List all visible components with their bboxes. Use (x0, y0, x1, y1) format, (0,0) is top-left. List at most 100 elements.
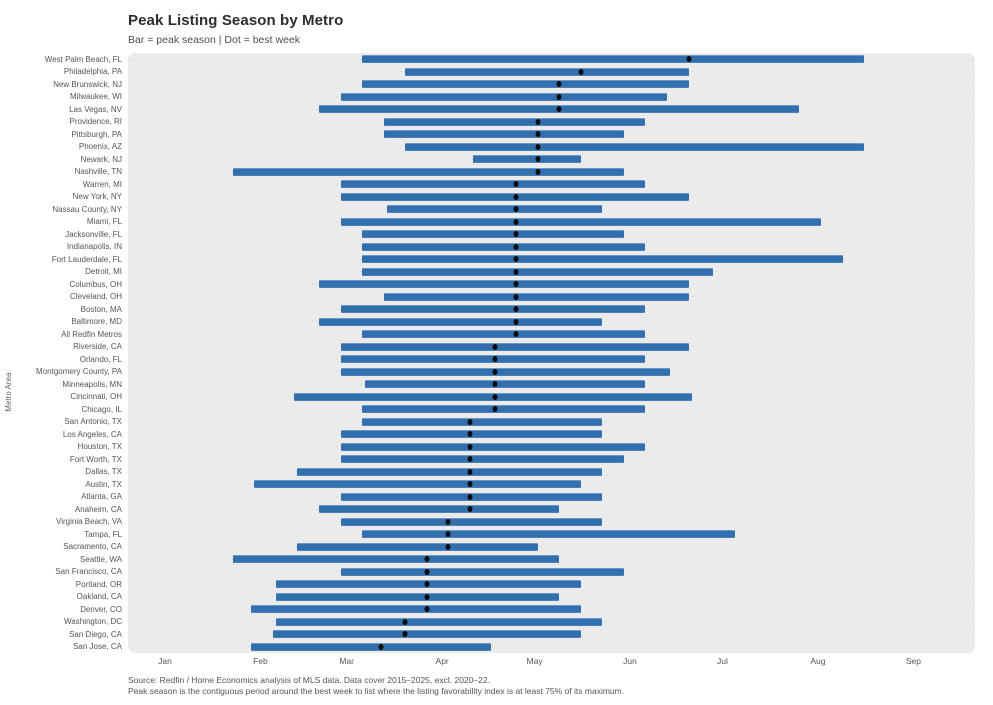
metro-label: West Palm Beach, FL (44, 54, 122, 64)
season-bar (362, 530, 735, 539)
metro-label: Pittsburgh, PA (71, 129, 122, 139)
best-week-dot (445, 518, 451, 525)
metro-label: Miami, FL (86, 217, 122, 227)
season-bar (362, 230, 624, 239)
metro-label: Fort Lauderdale, FL (51, 254, 122, 264)
best-week-dot (467, 431, 473, 438)
season-bar (405, 67, 689, 76)
metro-label: Nashville, TN (74, 167, 122, 177)
best-week-dot (445, 531, 451, 538)
metro-label: Los Angeles, CA (62, 429, 122, 439)
metro-label: Tampa, FL (84, 529, 122, 539)
best-week-dot (492, 381, 498, 388)
best-week-dot (513, 243, 519, 250)
x-tick-label: Jan (158, 656, 172, 666)
metro-label: San Francisco, CA (55, 567, 122, 577)
gridline (128, 546, 975, 548)
best-week-dot (467, 481, 473, 488)
season-bar (232, 555, 560, 564)
metro-label: Nassau County, NY (52, 204, 122, 214)
metro-label: Atlanta, GA (81, 492, 122, 502)
season-bar (362, 405, 646, 414)
metro-label: All Redfin Metros (61, 329, 122, 339)
best-week-dot (378, 643, 384, 650)
season-bar (405, 142, 865, 151)
metro-label: New York, NY (72, 192, 122, 202)
season-bar (362, 80, 689, 89)
best-week-dot (467, 493, 473, 500)
season-bar (362, 417, 603, 426)
season-bar (362, 255, 843, 264)
metro-label: Las Vegas, NV (69, 104, 122, 114)
best-week-dot (513, 231, 519, 238)
season-bar (383, 292, 689, 301)
best-week-dot (535, 168, 541, 175)
best-week-dot (492, 368, 498, 375)
season-bar (340, 92, 667, 101)
season-bar (340, 342, 689, 351)
best-week-dot (513, 281, 519, 288)
best-week-dot (402, 618, 408, 625)
metro-label: Detroit, MI (85, 267, 122, 277)
best-week-dot (556, 93, 562, 100)
metro-label: Seattle, WA (80, 554, 122, 564)
best-week-dot (513, 181, 519, 188)
best-week-dot (492, 393, 498, 400)
best-week-dot (513, 218, 519, 225)
season-bar (362, 55, 865, 64)
chart-header: Peak Listing Season by Metro Bar = peak … (0, 12, 993, 46)
season-bar (362, 242, 646, 251)
metro-label: New Brunswick, NJ (53, 79, 122, 89)
metro-label: Virginia Beach, VA (56, 517, 122, 527)
x-tick-label: Feb (253, 656, 268, 666)
season-bar (340, 180, 646, 189)
best-week-dot (578, 68, 584, 75)
chart-area: Metro Area West Palm Beach, FL Philadelph… (0, 53, 993, 653)
best-week-dot (467, 456, 473, 463)
metro-label: Philadelphia, PA (63, 67, 122, 77)
season-bar (254, 480, 581, 489)
best-week-dot (467, 506, 473, 513)
metro-label: Providence, RI (69, 117, 122, 127)
x-tick-label: Jun (623, 656, 637, 666)
season-bar (340, 455, 624, 464)
season-bar (318, 317, 603, 326)
metro-label: Cincinnati, OH (70, 392, 122, 402)
season-bar (275, 592, 560, 601)
best-week-dot (556, 106, 562, 113)
metro-label: Indianapolis, IN (66, 242, 122, 252)
metro-label: Oakland, CA (76, 592, 122, 602)
metro-label: Newark, NJ (80, 154, 122, 164)
metro-label: Portland, OR (75, 579, 122, 589)
metro-label: Minneapolis, MN (62, 379, 122, 389)
season-bar (340, 517, 603, 526)
x-tick-label: Mar (339, 656, 354, 666)
season-bar (340, 442, 646, 451)
best-week-dot (445, 543, 451, 550)
metro-label: Cleveland, OH (69, 292, 122, 302)
season-bar (472, 155, 581, 164)
metro-label: Milwaukee, WI (69, 92, 122, 102)
x-tick-label: Sep (905, 656, 921, 666)
best-week-dot (513, 268, 519, 275)
chart-subtitle: Bar = peak season | Dot = best week (128, 34, 300, 46)
season-bar (272, 630, 581, 639)
best-week-dot (513, 331, 519, 338)
season-bar (318, 505, 560, 514)
best-week-dot (513, 193, 519, 200)
metro-label: San Antonio, TX (64, 417, 122, 427)
metro-label: Austin, TX (85, 479, 122, 489)
metro-label: Dallas, TX (85, 467, 122, 477)
source-note: Source: Redfin / Home Economics analysis… (128, 675, 490, 685)
season-bar (297, 542, 538, 551)
season-bar (318, 280, 689, 289)
best-week-dot (402, 631, 408, 638)
gridline (128, 646, 975, 648)
best-week-dot (513, 318, 519, 325)
season-bar (340, 217, 821, 226)
metro-label: Denver, CO (80, 604, 122, 614)
season-bar (297, 467, 603, 476)
x-axis: Jan Feb Mar Apr May Jun Jul Aug Sep (128, 653, 975, 669)
metro-label: Columbus, OH (69, 279, 122, 289)
